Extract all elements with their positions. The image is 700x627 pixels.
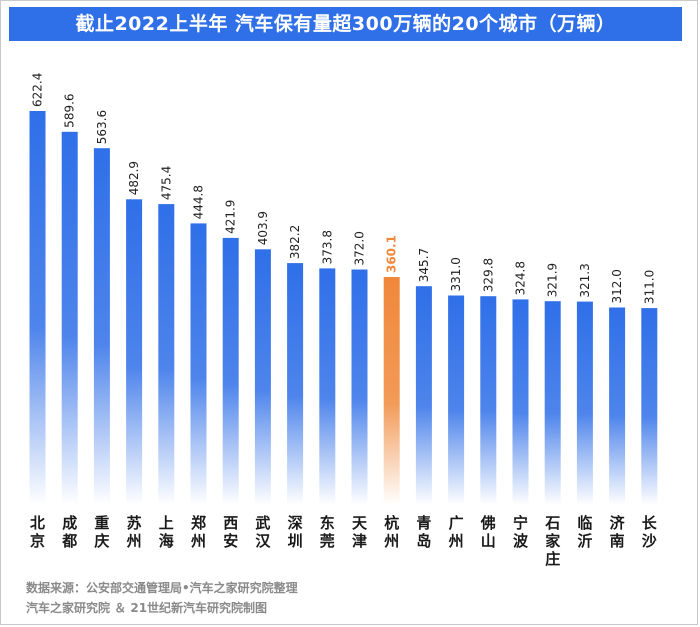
bar-西安	[222, 237, 239, 505]
bar-杭州	[383, 277, 400, 505]
bar-成都	[61, 131, 78, 506]
category-label-成都: 成都	[61, 514, 77, 550]
category-label-宁波: 宁波	[513, 514, 529, 550]
bar-天津	[351, 269, 368, 505]
bar-深圳	[287, 263, 304, 505]
bar-临沂	[576, 301, 593, 505]
category-label-长沙: 长沙	[642, 514, 658, 550]
value-label-临沂: 321.3	[578, 263, 592, 297]
bar-苏州	[126, 199, 143, 506]
category-label-临沂: 临沂	[577, 514, 592, 550]
value-label-青岛: 345.7	[417, 248, 431, 282]
bar-郑州	[190, 223, 207, 505]
category-label-广州: 广州	[448, 514, 464, 550]
category-label-济南: 济南	[610, 514, 626, 550]
category-label-佛山: 佛山	[480, 514, 496, 550]
value-label-重庆: 563.6	[95, 110, 109, 144]
source-note: 数据来源：公安部交通管理局•汽车之家研究院整理	[26, 581, 298, 595]
bar-北京	[29, 111, 46, 505]
bar-重庆	[93, 148, 110, 505]
credit-note: 汽车之家研究院 ＆ 21世纪新汽车研究院制图	[26, 601, 268, 615]
value-label-杭州: 360.1	[385, 235, 399, 273]
category-label-郑州: 郑州	[190, 514, 206, 550]
category-label-天津: 天津	[352, 514, 368, 550]
bar-东莞	[319, 268, 336, 505]
category-label-深圳: 深圳	[288, 514, 303, 550]
bar-宁波	[512, 299, 529, 505]
value-label-武汉: 403.9	[256, 211, 270, 245]
bar-石家庄	[544, 301, 561, 505]
category-label-武汉: 武汉	[255, 514, 271, 550]
value-label-石家庄: 321.9	[546, 263, 560, 297]
bar-长沙	[641, 308, 658, 505]
bar-武汉	[254, 249, 271, 505]
category-label-石家庄: 石家庄	[544, 514, 560, 568]
value-label-天津: 372.0	[353, 231, 367, 265]
bar-佛山	[480, 296, 497, 505]
value-label-济南: 312.0	[610, 269, 624, 303]
value-label-佛山: 329.8	[481, 258, 495, 292]
value-label-广州: 331.0	[449, 257, 463, 291]
category-label-北京: 北京	[30, 514, 45, 550]
category-label-苏州: 苏州	[126, 514, 142, 550]
bar-广州	[448, 295, 465, 505]
value-label-长沙: 311.0	[642, 270, 656, 304]
category-label-杭州: 杭州	[383, 514, 399, 550]
bar-上海	[158, 204, 175, 505]
value-label-深圳: 382.2	[288, 225, 302, 259]
value-label-成都: 589.6	[63, 93, 77, 127]
category-label-上海: 上海	[159, 514, 174, 550]
category-label-西安: 西安	[223, 514, 238, 550]
value-label-东莞: 373.8	[320, 230, 334, 264]
value-label-苏州: 482.9	[127, 161, 141, 195]
bars-group	[29, 111, 658, 506]
category-label-东莞: 东莞	[320, 514, 335, 550]
value-labels-group: 622.4 589.6 563.6 482.9 475.4 444.8 421.9 403.9…	[31, 73, 657, 304]
value-label-西安: 421.9	[224, 200, 238, 234]
bar-青岛	[415, 286, 432, 505]
value-label-上海: 475.4	[159, 166, 173, 200]
value-label-郑州: 444.8	[192, 185, 206, 219]
bar-济南	[609, 307, 626, 505]
title-bar: 截止2022上半年 汽车保有量超300万辆的20个城市（万辆）	[9, 7, 682, 41]
category-label-青岛: 青岛	[416, 514, 431, 550]
chart-title: 截止2022上半年 汽车保有量超300万辆的20个城市（万辆）	[75, 13, 616, 35]
value-label-宁波: 324.8	[514, 261, 528, 295]
value-label-北京: 622.4	[31, 73, 45, 107]
category-label-重庆: 重庆	[94, 514, 109, 550]
